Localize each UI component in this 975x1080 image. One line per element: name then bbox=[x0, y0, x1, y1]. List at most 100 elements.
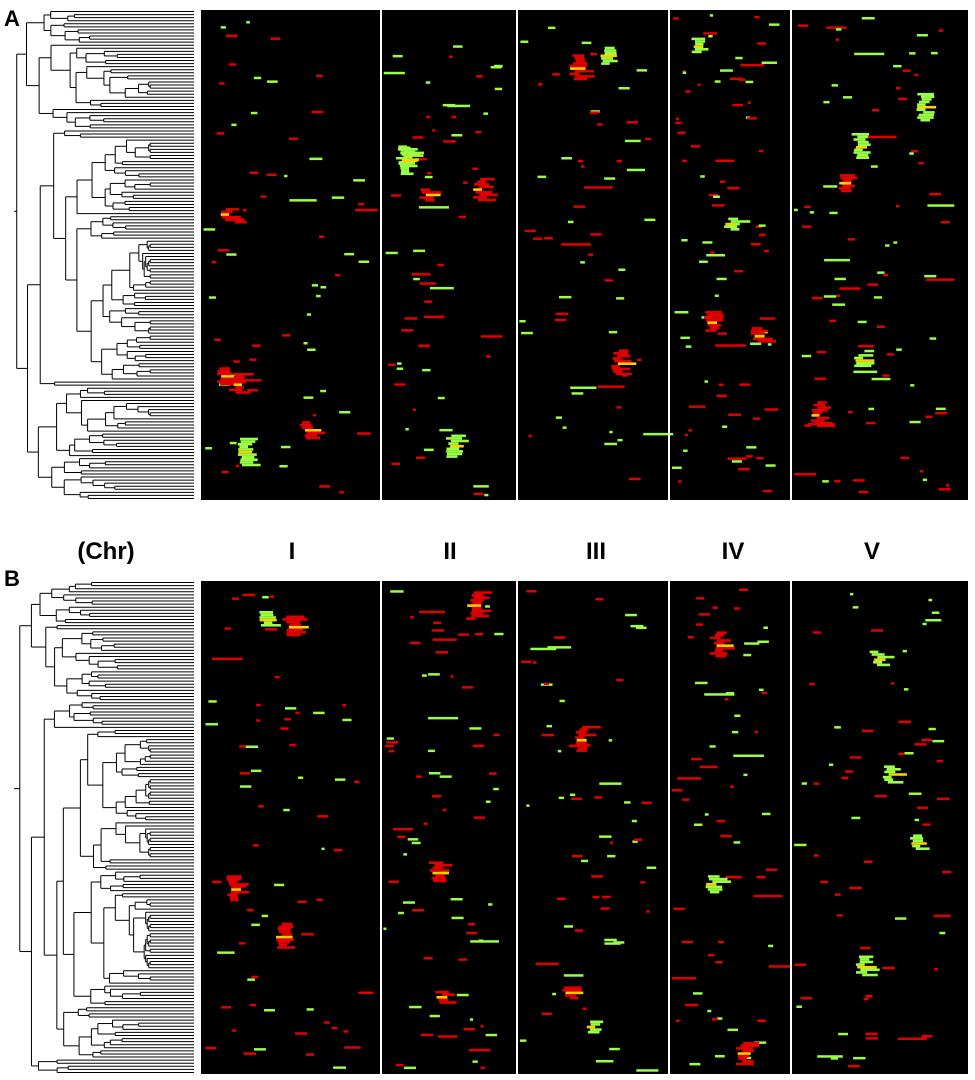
copy-number-mark bbox=[582, 725, 601, 729]
copy-number-mark bbox=[694, 823, 703, 826]
copy-number-mark bbox=[233, 383, 242, 386]
copy-number-mark bbox=[238, 942, 246, 945]
copy-number-mark bbox=[403, 154, 424, 157]
copy-number-mark bbox=[397, 362, 402, 365]
copy-number-mark bbox=[884, 770, 896, 774]
copy-number-mark bbox=[750, 243, 761, 246]
copy-number-mark bbox=[682, 798, 690, 801]
copy-number-mark bbox=[249, 358, 257, 361]
copy-number-mark bbox=[561, 157, 572, 160]
copy-number-mark bbox=[574, 929, 584, 932]
copy-number-mark bbox=[401, 329, 414, 332]
copy-number-mark bbox=[252, 844, 259, 847]
copy-number-mark bbox=[576, 749, 587, 752]
copy-number-mark bbox=[757, 1019, 766, 1022]
copy-number-mark bbox=[813, 782, 820, 785]
copy-number-mark bbox=[277, 941, 290, 944]
copy-number-mark bbox=[569, 64, 588, 68]
copy-number-mark bbox=[423, 957, 433, 960]
copy-number-mark bbox=[758, 224, 766, 227]
copy-number-mark bbox=[838, 1032, 848, 1036]
copy-number-mark bbox=[865, 1032, 878, 1036]
copy-number-mark bbox=[898, 752, 905, 756]
copy-number-mark bbox=[355, 208, 378, 212]
copy-number-mark bbox=[216, 132, 225, 135]
copy-number-mark bbox=[688, 429, 692, 432]
copy-number-mark bbox=[228, 880, 238, 884]
copy-number-mark bbox=[671, 977, 697, 980]
copy-number-mark bbox=[891, 682, 895, 685]
copy-number-mark bbox=[728, 413, 741, 416]
copy-number-mark bbox=[813, 854, 819, 857]
copy-number-mark bbox=[743, 1041, 760, 1045]
copy-number-mark bbox=[281, 445, 291, 449]
copy-number-mark bbox=[882, 966, 895, 970]
copy-number-mark bbox=[869, 650, 879, 654]
copy-number-mark bbox=[403, 155, 413, 159]
copy-number-mark bbox=[611, 367, 631, 371]
copy-number-mark bbox=[480, 177, 495, 181]
copy-number-mark bbox=[750, 332, 765, 335]
copy-number-mark bbox=[254, 1048, 266, 1051]
copy-number-mark bbox=[709, 636, 721, 640]
copy-number-mark bbox=[733, 754, 764, 757]
copy-number-mark bbox=[724, 698, 729, 701]
copy-number-mark bbox=[485, 800, 491, 803]
copy-number-mark bbox=[590, 233, 602, 236]
copy-number-mark bbox=[757, 42, 766, 45]
copy-number-mark bbox=[301, 933, 314, 936]
copy-number-mark bbox=[422, 674, 427, 677]
copy-number-mark bbox=[570, 386, 597, 389]
copy-number-mark bbox=[572, 54, 585, 57]
copy-number-mark bbox=[854, 52, 885, 56]
copy-number-mark bbox=[438, 998, 449, 1002]
copy-number-mark bbox=[581, 165, 585, 168]
copy-number-mark bbox=[555, 312, 569, 316]
copy-number-mark bbox=[849, 886, 862, 890]
copy-number-mark bbox=[733, 841, 741, 844]
copy-number-mark bbox=[472, 744, 485, 748]
copy-number-mark bbox=[919, 470, 924, 473]
copy-number-mark bbox=[289, 743, 296, 747]
copy-number-mark bbox=[239, 785, 252, 788]
copy-number-mark bbox=[580, 261, 585, 264]
copy-number-mark bbox=[220, 213, 230, 216]
copy-number-mark bbox=[466, 931, 477, 935]
copy-number-mark bbox=[412, 909, 424, 912]
copy-number-mark bbox=[735, 56, 743, 60]
copy-number-mark bbox=[801, 354, 812, 358]
chromosome-separator bbox=[516, 10, 518, 500]
copy-number-mark bbox=[221, 470, 229, 474]
copy-number-mark bbox=[594, 796, 603, 799]
copy-number-mark bbox=[393, 828, 413, 831]
copy-number-mark bbox=[836, 914, 843, 917]
copy-number-mark bbox=[817, 1055, 843, 1058]
copy-number-mark bbox=[809, 211, 814, 214]
copy-number-mark bbox=[243, 1052, 256, 1055]
copy-number-mark bbox=[225, 34, 238, 38]
copy-number-mark bbox=[616, 297, 625, 300]
copy-number-mark bbox=[423, 822, 428, 825]
copy-number-mark bbox=[424, 300, 433, 303]
copy-number-mark bbox=[600, 907, 610, 910]
copy-number-mark bbox=[921, 95, 935, 99]
copy-number-mark bbox=[705, 311, 722, 314]
panel-label-b: B bbox=[4, 566, 20, 591]
copy-number-mark bbox=[547, 646, 572, 649]
copy-number-mark bbox=[476, 75, 483, 78]
copy-number-mark bbox=[727, 1028, 738, 1032]
copy-number-mark bbox=[608, 739, 613, 742]
copy-number-mark bbox=[552, 73, 560, 76]
copy-number-mark bbox=[567, 220, 574, 224]
copy-number-mark bbox=[908, 792, 922, 795]
copy-number-mark bbox=[458, 958, 468, 961]
copy-number-mark bbox=[236, 378, 246, 381]
copy-number-mark bbox=[434, 874, 445, 877]
copy-number-mark bbox=[471, 593, 484, 597]
copy-number-mark bbox=[709, 877, 728, 881]
copy-number-mark bbox=[475, 190, 493, 194]
copy-number-mark bbox=[451, 134, 463, 137]
copy-number-mark bbox=[231, 123, 237, 127]
copy-number-mark bbox=[716, 394, 727, 398]
copy-number-mark bbox=[239, 445, 248, 449]
